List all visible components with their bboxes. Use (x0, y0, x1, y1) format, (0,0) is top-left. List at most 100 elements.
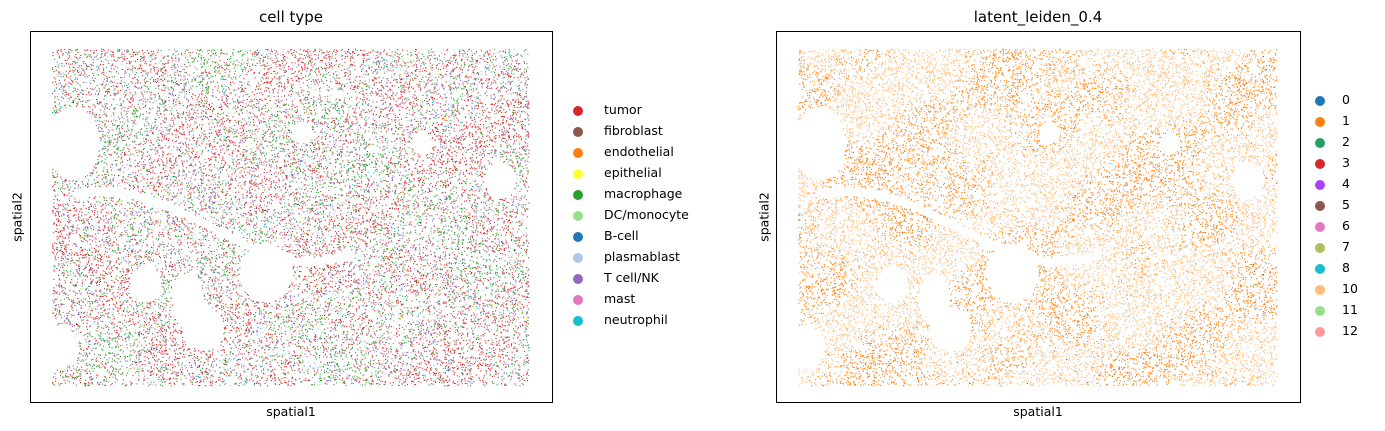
data-point (126, 68, 128, 70)
data-point (410, 101, 412, 103)
data-point (209, 129, 211, 131)
data-point (402, 148, 404, 150)
data-point (84, 248, 86, 250)
data-point (361, 169, 363, 171)
data-point (499, 348, 501, 350)
data-point (342, 263, 344, 265)
data-point (78, 184, 80, 186)
data-point (350, 213, 352, 215)
data-point (423, 87, 425, 89)
data-point (503, 98, 505, 100)
data-point (183, 263, 185, 265)
data-point (356, 85, 358, 87)
data-point (408, 240, 410, 242)
data-point (101, 255, 103, 257)
data-point (462, 292, 464, 294)
data-point (209, 208, 211, 210)
data-point (77, 213, 79, 215)
data-point (355, 310, 357, 312)
data-point (373, 71, 375, 73)
data-point (397, 128, 399, 130)
data-point (506, 151, 508, 153)
data-point (470, 206, 472, 208)
data-point (455, 322, 457, 324)
data-point (322, 158, 324, 160)
data-point (66, 179, 68, 181)
data-point (315, 80, 317, 82)
data-point (388, 269, 390, 271)
data-point (516, 350, 518, 352)
data-point (258, 92, 260, 94)
data-point (119, 220, 121, 222)
data-point (108, 218, 110, 220)
data-point (76, 210, 78, 212)
data-point (321, 280, 323, 282)
data-point (79, 98, 81, 100)
data-point (107, 241, 109, 243)
data-point (314, 266, 316, 268)
data-point (54, 78, 56, 80)
data-point (470, 320, 472, 322)
data-point (269, 178, 271, 180)
data-point (118, 286, 120, 288)
data-point (293, 305, 295, 307)
data-point (174, 343, 176, 345)
data-point (443, 293, 445, 295)
data-point (165, 316, 167, 318)
data-point (513, 318, 515, 320)
data-point (183, 258, 185, 260)
data-point (178, 204, 180, 206)
data-point (99, 230, 101, 232)
data-point (374, 310, 376, 312)
data-point (259, 210, 261, 212)
data-point (430, 368, 432, 370)
data-point (503, 109, 505, 111)
data-point (313, 354, 315, 356)
data-point (448, 84, 450, 86)
data-point (111, 280, 113, 282)
data-point (277, 95, 279, 97)
data-point (215, 96, 217, 98)
data-point (328, 283, 330, 285)
data-point (164, 171, 166, 173)
data-point (154, 322, 156, 324)
data-point (480, 102, 482, 104)
data-point (416, 282, 418, 284)
data-point (60, 243, 62, 245)
data-point (393, 250, 395, 252)
data-point (269, 337, 271, 339)
data-point (395, 116, 397, 118)
data-point (204, 135, 206, 137)
data-point (146, 330, 148, 332)
data-point (140, 352, 142, 354)
data-point (238, 158, 240, 160)
data-point (220, 295, 222, 297)
data-point (208, 143, 210, 145)
data-point (358, 168, 360, 170)
data-point (513, 200, 515, 202)
data-point (521, 345, 523, 347)
data-point (110, 384, 112, 386)
data-point (300, 355, 302, 357)
data-point (172, 304, 174, 306)
data-point (71, 257, 73, 259)
data-point (99, 383, 101, 385)
data-point (116, 379, 118, 381)
data-point (526, 190, 528, 192)
data-point (220, 65, 222, 67)
data-point (507, 321, 509, 323)
data-point (521, 126, 523, 128)
data-point (444, 333, 446, 335)
data-point (221, 286, 223, 288)
data-point (161, 333, 163, 335)
data-point (448, 291, 450, 293)
data-point (402, 354, 404, 356)
data-point (137, 162, 139, 164)
data-point (250, 327, 252, 329)
data-point (460, 59, 462, 61)
data-point (109, 273, 111, 275)
data-point (112, 368, 114, 370)
data-point (291, 231, 293, 233)
data-point (222, 123, 224, 125)
data-point (352, 164, 354, 166)
